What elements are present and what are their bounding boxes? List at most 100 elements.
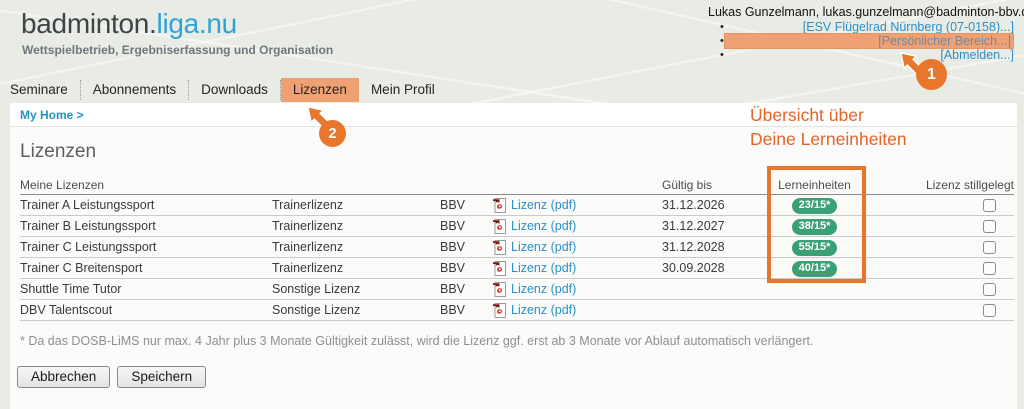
license-name: DBV Talentscout (20, 303, 113, 317)
pdf-cell: Lizenz (pdf) (493, 260, 662, 276)
pdf-link-label: Lizenz (pdf) (511, 282, 577, 296)
pdf-cell: Lizenz (pdf) (493, 302, 662, 318)
license-type: Trainerlizenz (272, 240, 344, 254)
tab-separator (188, 80, 190, 100)
tab-mein-profil[interactable]: Mein Profil (370, 82, 435, 97)
logo-primary: badminton. (21, 8, 157, 39)
license-type: Trainerlizenz (272, 261, 344, 275)
user-link-row: • [ESV Flügelrad Nürnberg (07-0158)...] (708, 20, 1014, 34)
license-valid-until: 31.12.2026 (662, 198, 725, 212)
license-name: Trainer A Leistungssport (20, 198, 155, 212)
pdf-link-label: Lizenz (pdf) (511, 219, 577, 233)
personal-area-link[interactable]: [Persönlicher Bereich...] (723, 33, 1014, 49)
table-row: Shuttle Time Tutor Sonstige Lizenz BBV L… (20, 279, 1014, 300)
user-identity: Lukas Gunzelmann, lukas.gunzelmann@badmi… (708, 5, 1024, 19)
pdf-icon (493, 218, 506, 234)
license-deactivate-checkbox[interactable] (983, 199, 996, 213)
license-type: Sonstige Lizenz (272, 282, 361, 296)
tab-separator (279, 80, 281, 100)
license-deactivate-checkbox[interactable] (983, 283, 996, 297)
header-lerneinheiten: Lerneinheiten (778, 178, 851, 192)
license-org: BBV (440, 282, 466, 296)
user-block: Lukas Gunzelmann, lukas.gunzelmann@badmi… (708, 5, 1024, 62)
units-badge: 23/15* (791, 197, 838, 214)
breadcrumb[interactable]: My Home > (20, 108, 84, 122)
pdf-cell: Lizenz (pdf) (493, 218, 662, 234)
pdf-link[interactable]: Lizenz (pdf) (511, 303, 576, 317)
tab-lizenzen[interactable]: Lizenzen (280, 78, 359, 102)
pdf-icon (493, 281, 506, 297)
annotation-note: Übersicht über Deine Lerneinheiten (750, 103, 907, 151)
user-link-row: • [Abmelden...] (708, 48, 1014, 62)
table-row: Trainer A Leistungssport Trainerlizenz B… (20, 195, 1014, 216)
header-lizenz-stillgelegt: Lizenz stillgelegt (925, 178, 1014, 192)
pdf-link[interactable]: Lizenz (pdf) (511, 240, 576, 254)
license-deactivate-checkbox[interactable] (983, 262, 996, 276)
pdf-link[interactable]: Lizenz (pdf) (511, 282, 576, 296)
pdf-link[interactable]: Lizenz (pdf) (511, 261, 576, 275)
club-link[interactable]: [ESV Flügelrad Nürnberg (07-0158)...] (802, 20, 1014, 34)
license-deactivate-checkbox[interactable] (983, 304, 996, 318)
license-org: BBV (440, 261, 466, 275)
license-name: Trainer B Leistungssport (20, 219, 156, 233)
license-org: BBV (440, 303, 466, 317)
save-button[interactable]: Speichern (117, 366, 207, 388)
annotation-note-line1: Übersicht über (750, 105, 864, 125)
pdf-cell: Lizenz (pdf) (493, 197, 662, 213)
units-badge: 38/15* (791, 218, 838, 235)
bullet-icon: • (720, 21, 724, 33)
pdf-icon (493, 239, 506, 255)
cancel-button[interactable]: Abbrechen (17, 366, 111, 388)
main-nav: Seminare Abonnements Downloads Lizenzen … (10, 77, 447, 103)
site-logo[interactable]: badminton.liga.nu (21, 8, 237, 40)
license-valid-until: 30.09.2028 (662, 261, 725, 275)
license-table: Meine Lizenzen Gültig bis Lerneinheiten … (20, 176, 1014, 321)
license-type: Trainerlizenz (272, 219, 344, 233)
breadcrumb-bar: My Home > (10, 103, 1017, 127)
pdf-cell: Lizenz (pdf) (493, 239, 662, 255)
license-type: Trainerlizenz (272, 198, 344, 212)
tab-separator (79, 80, 81, 100)
tab-seminare[interactable]: Seminare (10, 82, 68, 97)
table-row: DBV Talentscout Sonstige Lizenz BBV Lize… (20, 300, 1014, 321)
logo-accent: liga.nu (156, 8, 238, 39)
bullet-icon: • (720, 35, 724, 47)
pdf-cell: Lizenz (pdf) (493, 281, 662, 297)
pdf-link-label: Lizenz (pdf) (511, 261, 577, 275)
pdf-link-label: Lizenz (pdf) (511, 303, 577, 317)
tab-downloads[interactable]: Downloads (201, 82, 268, 97)
license-deactivate-checkbox[interactable] (983, 241, 996, 255)
license-org: BBV (440, 198, 466, 212)
header-meine-lizenzen: Meine Lizenzen (20, 178, 105, 192)
license-table-body: Trainer A Leistungssport Trainerlizenz B… (20, 195, 1014, 321)
license-org: BBV (440, 219, 466, 233)
pdf-icon (493, 197, 506, 213)
logout-link[interactable]: [Abmelden...] (940, 48, 1014, 62)
table-row: Trainer C Leistungssport Trainerlizenz B… (20, 237, 1014, 258)
user-link-row: • [Persönlicher Bereich...] (708, 33, 1014, 49)
license-deactivate-checkbox[interactable] (983, 220, 996, 234)
validity-footnote: * Da das DOSB-LiMS nur max. 4 Jahr plus … (20, 334, 814, 348)
annotation-step-2: 2 (319, 120, 346, 147)
pdf-link-label: Lizenz (pdf) (511, 240, 577, 254)
pdf-link[interactable]: Lizenz (pdf) (511, 198, 576, 212)
content-area: My Home > Lizenzen Meine Lizenzen Gültig… (10, 103, 1017, 409)
table-row: Trainer C Breitensport Trainerlizenz BBV… (20, 258, 1014, 279)
header-gueltig-bis: Gültig bis (662, 178, 713, 192)
form-buttons: Abbrechen Speichern (17, 366, 207, 388)
page-title: Lizenzen (20, 141, 97, 162)
bullet-icon: • (720, 49, 724, 61)
table-row: Trainer B Leistungssport Trainerlizenz B… (20, 216, 1014, 237)
pdf-icon (493, 302, 506, 318)
annotation-step-1: 1 (916, 59, 947, 90)
license-valid-until: 31.12.2028 (662, 240, 725, 254)
pdf-icon (493, 260, 506, 276)
units-badge: 40/15* (791, 260, 838, 277)
license-table-header: Meine Lizenzen Gültig bis Lerneinheiten … (20, 176, 1014, 195)
page-header: badminton.liga.nu Wettspielbetrieb, Erge… (0, 0, 1024, 103)
tab-abonnements[interactable]: Abonnements (92, 82, 177, 97)
pdf-link[interactable]: Lizenz (pdf) (511, 219, 576, 233)
license-type: Sonstige Lizenz (272, 303, 361, 317)
annotation-note-line2: Deine Lerneinheiten (750, 129, 907, 149)
license-valid-until: 31.12.2027 (662, 219, 725, 233)
